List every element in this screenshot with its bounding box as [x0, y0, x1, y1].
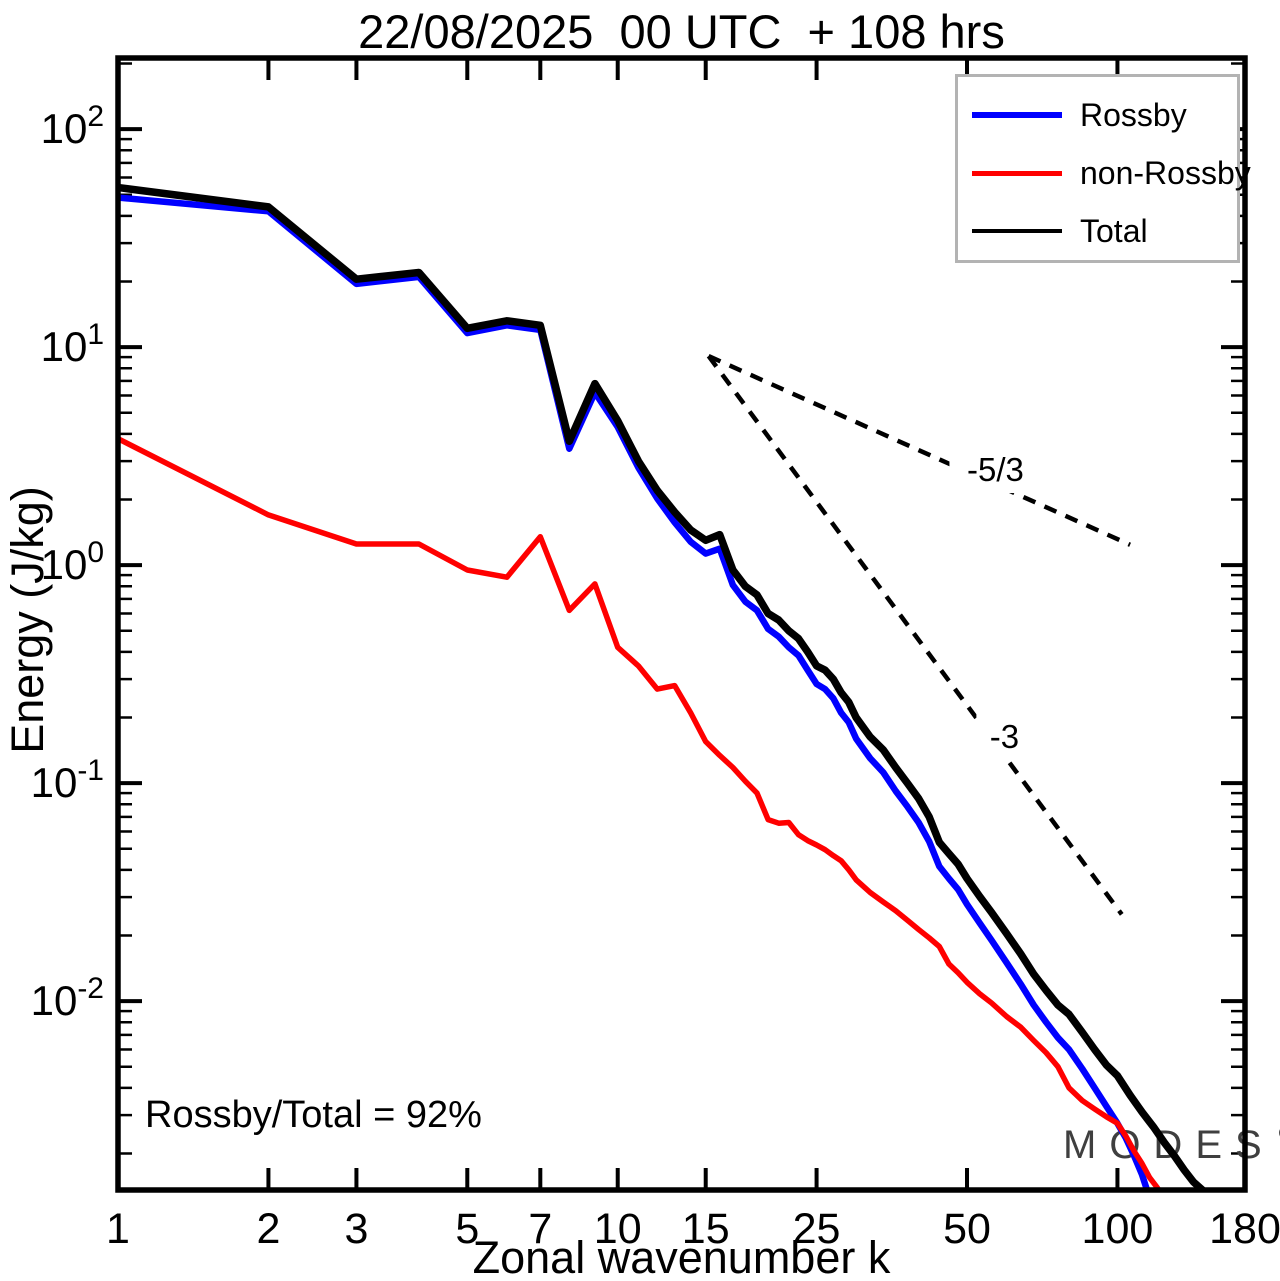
x-tick-label: 3 [344, 1205, 368, 1253]
x-axis-label: Zonal wavenumber k [472, 1232, 891, 1281]
spectra-curves [120, 183, 1206, 1188]
axis-ticks: 1 2 3 5 7 10 15 25 50 100 180 102 101 100 10-1 10-2 [31, 58, 1280, 1253]
reference-slope-lines: -5/3 -3 [706, 354, 1132, 916]
curve-non-rossby [120, 436, 1161, 1188]
plot-frame [115, 55, 1248, 1193]
chart-title: 22/08/2025 00 UTC + 108 hrs [358, 5, 1005, 58]
legend-item-rossby: Rossby [972, 95, 1187, 135]
curve-rossby [120, 194, 1150, 1188]
rossby-total-annotation: Rossby/Total = 92% [145, 1094, 482, 1136]
slope-label: -5/3 [967, 451, 1024, 488]
x-tick-label: 50 [943, 1205, 991, 1253]
y-axis-label: Energy (J/kg) [2, 486, 53, 754]
x-tick-label: 180 [1209, 1205, 1280, 1253]
legend-item-total: Total [972, 211, 1148, 251]
x-tick-label: 10 [594, 1205, 642, 1253]
y-tick-label: 102 [41, 100, 104, 152]
x-tick-label: 100 [1082, 1205, 1154, 1253]
legend-item-non-rossby: non-Rossby [972, 153, 1251, 193]
x-tick-label: 1 [106, 1205, 130, 1253]
legend-label: Total [1080, 212, 1148, 249]
curve-total [120, 183, 1206, 1188]
legend-label: non-Rossby [1080, 154, 1251, 191]
non-rossby-line-swatch [972, 170, 1062, 176]
total-line-swatch [972, 229, 1062, 233]
x-tick-label: 15 [682, 1205, 730, 1253]
legend-label: Rossby [1080, 96, 1187, 133]
y-tick-label: 100 [41, 536, 104, 588]
x-tick-label: 2 [256, 1205, 280, 1253]
x-tick-label: 25 [793, 1205, 841, 1253]
y-tick-label: 101 [41, 318, 104, 370]
slope-label: -3 [990, 718, 1019, 755]
x-tick-label: 5 [455, 1205, 479, 1253]
y-tick-label: 10-1 [31, 754, 104, 806]
x-tick-label: 7 [528, 1205, 552, 1253]
legend: Rossby non-Rossby Total [955, 74, 1251, 263]
rossby-line-swatch [972, 112, 1062, 118]
y-tick-label: 10-2 [31, 972, 104, 1024]
